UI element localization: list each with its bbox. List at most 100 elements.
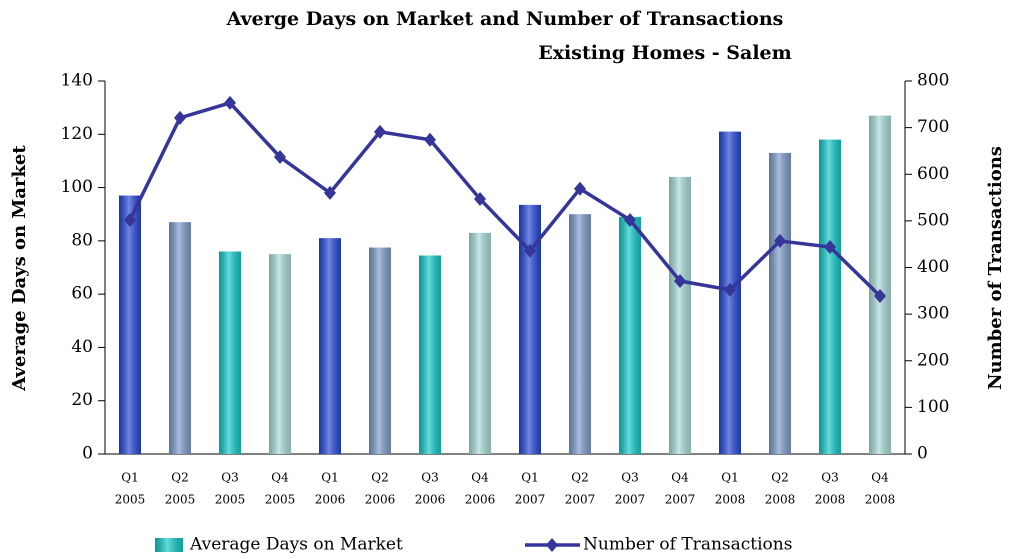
- y2-tick-label: 0: [917, 444, 928, 464]
- bar-shade: [419, 255, 441, 454]
- x-tick-label: Q2: [371, 471, 388, 485]
- x-tick-label: 2007: [665, 493, 696, 507]
- x-tick-label: Q1: [521, 471, 538, 485]
- x-tick-label: Q1: [721, 471, 738, 485]
- bar-shade: [869, 115, 891, 454]
- x-tick-label: Q1: [321, 471, 338, 485]
- bar: [419, 255, 441, 454]
- bar: [169, 222, 191, 454]
- bar-shade: [169, 222, 191, 454]
- bar: [669, 176, 691, 454]
- bar: [319, 238, 341, 454]
- y-tick-label: 60: [71, 284, 93, 304]
- bar: [119, 195, 141, 455]
- y-tick-label: 100: [61, 177, 93, 197]
- legend-swatch-shade: [155, 538, 183, 552]
- x-tick-label: 2005: [265, 493, 296, 507]
- x-tick-label: 2006: [465, 493, 496, 507]
- x-tick-label: 2007: [565, 493, 596, 507]
- x-tick-label: Q3: [821, 471, 838, 485]
- line-marker: [574, 181, 586, 196]
- chart-title: Averge Days on Market and Number of Tran…: [226, 8, 784, 30]
- bar: [469, 232, 491, 454]
- line-marker: [724, 282, 736, 297]
- bar-shade: [219, 251, 241, 454]
- x-tick-label: Q2: [771, 471, 788, 485]
- x-tick-label: Q3: [421, 471, 438, 485]
- x-tick-label: 2008: [865, 493, 896, 507]
- line-marker: [624, 212, 636, 227]
- bar: [569, 214, 591, 454]
- bar-shade: [369, 247, 391, 454]
- line-marker: [374, 124, 386, 139]
- line: [128, 100, 882, 298]
- y-tick-label: 140: [61, 71, 93, 91]
- y-tick-label: 80: [71, 230, 93, 250]
- x-tick-label: 2005: [215, 493, 246, 507]
- x-tick-label: 2008: [765, 493, 796, 507]
- bar-shade: [819, 139, 841, 454]
- line-marker: [524, 243, 536, 258]
- bar: [769, 152, 791, 454]
- x-tick-label: 2006: [365, 493, 396, 507]
- x-tick-label: 2008: [715, 493, 746, 507]
- bar-shade: [319, 238, 341, 454]
- y-tick-label: 40: [71, 337, 93, 357]
- x-tick-label: 2005: [115, 493, 146, 507]
- y2-tick-label: 100: [917, 397, 949, 417]
- y-tick-label: 20: [71, 390, 93, 410]
- y2-tick-label: 300: [917, 304, 949, 324]
- line-marker: [774, 233, 786, 248]
- x-tick-label: Q1: [121, 471, 138, 485]
- line-marker: [874, 288, 886, 303]
- legend-label: Number of Transactions: [583, 535, 792, 555]
- bar-shade: [669, 176, 691, 454]
- bar: [819, 139, 841, 454]
- bar-shade: [769, 152, 791, 454]
- bar: [219, 251, 241, 454]
- x-tick-label: Q4: [871, 471, 889, 485]
- y2-tick-label: 700: [917, 117, 949, 137]
- line-marker: [274, 149, 286, 164]
- bar: [869, 115, 891, 454]
- line-marker: [674, 274, 686, 289]
- x-tick-label: 2006: [315, 493, 346, 507]
- y2-tick-label: 400: [917, 257, 949, 277]
- bar-shade: [569, 214, 591, 454]
- y-axis-label: Average Days on Market: [9, 145, 30, 392]
- y-tick-label: 0: [82, 444, 93, 464]
- x-tick-label: 2007: [515, 493, 546, 507]
- bar: [269, 254, 291, 454]
- y2-tick-label: 200: [917, 350, 949, 370]
- bar-shade: [519, 204, 541, 454]
- y2-tick-label: 800: [917, 71, 949, 91]
- line-marker: [424, 132, 436, 147]
- bar-shade: [619, 216, 641, 454]
- line-marker: [824, 239, 836, 254]
- x-tick-label: 2005: [165, 493, 196, 507]
- legend-label: Average Days on Market: [189, 535, 403, 555]
- line-marker: [124, 212, 136, 227]
- x-tick-label: Q2: [571, 471, 588, 485]
- x-tick-label: Q4: [471, 471, 489, 485]
- x-tick-label: Q3: [621, 471, 638, 485]
- x-tick-label: 2007: [615, 493, 646, 507]
- x-tick-label: Q2: [171, 471, 188, 485]
- x-tick-label: 2008: [815, 493, 846, 507]
- bar-shade: [119, 195, 141, 455]
- bar: [369, 247, 391, 454]
- bar: [519, 204, 541, 454]
- y-tick-label: 120: [61, 124, 93, 144]
- x-tick-label: 2006: [415, 493, 446, 507]
- x-tick-label: Q3: [221, 471, 238, 485]
- bar: [619, 216, 641, 454]
- legend-marker: [546, 538, 558, 552]
- line-marker: [474, 191, 486, 206]
- y2-tick-label: 500: [917, 210, 949, 230]
- chart-subtitle: Existing Homes - Salem: [538, 42, 792, 64]
- y2-axis-label: Number of Transactions: [985, 146, 1006, 390]
- line-marker: [224, 95, 236, 110]
- line-marker: [324, 185, 336, 200]
- line-marker: [174, 110, 186, 125]
